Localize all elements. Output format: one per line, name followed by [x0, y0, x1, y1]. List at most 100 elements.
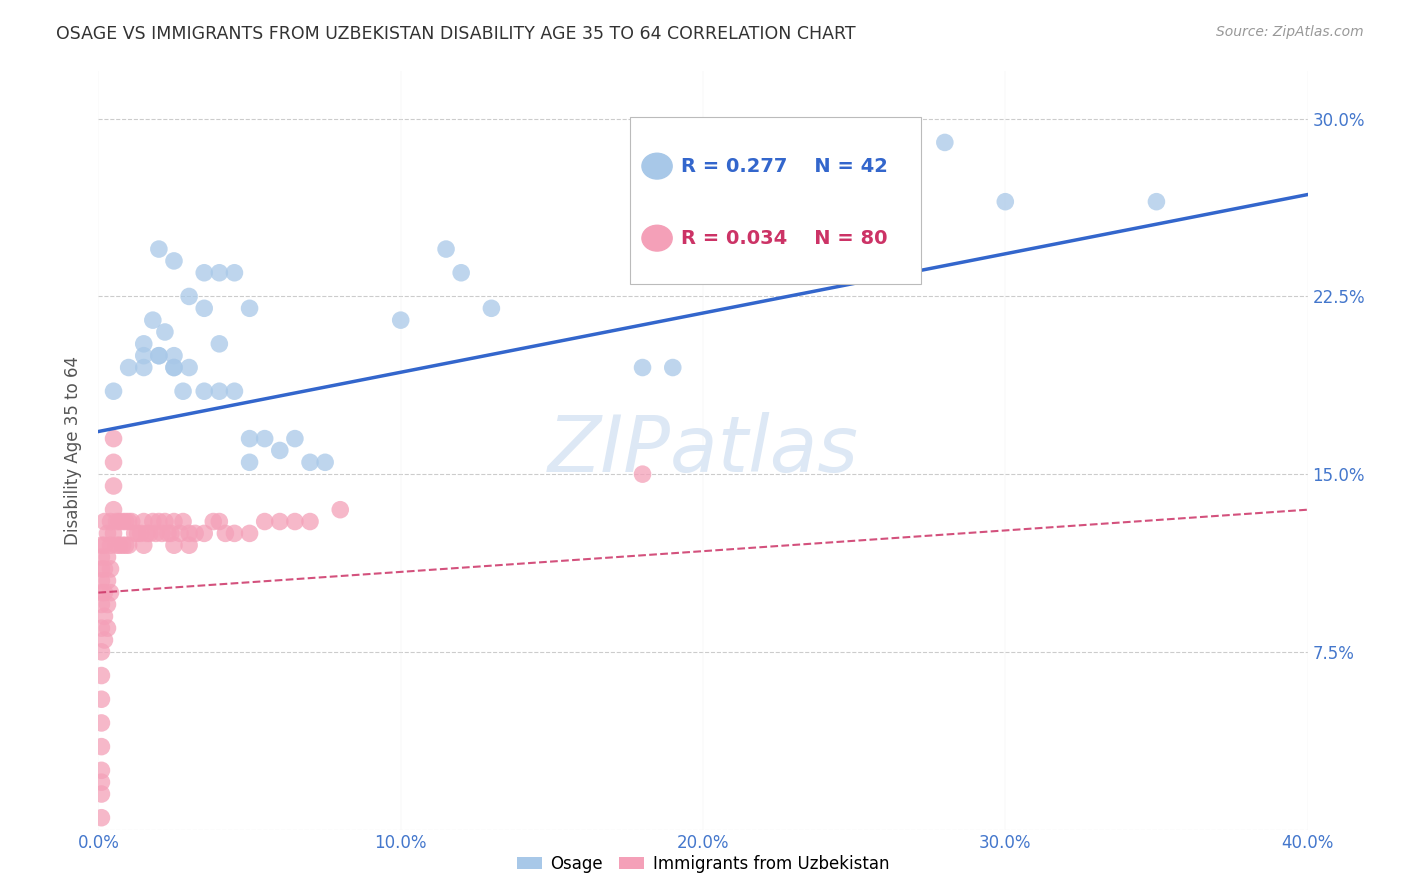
Point: [90, 562, 112, 576]
Point: [93, 633, 115, 648]
Point: [163, 254, 186, 268]
Y-axis label: Disability Age 35 to 64: Disability Age 35 to 64: [65, 356, 83, 545]
Text: OSAGE VS IMMIGRANTS FROM UZBEKISTAN DISABILITY AGE 35 TO 64 CORRELATION CHART: OSAGE VS IMMIGRANTS FROM UZBEKISTAN DISA…: [56, 25, 856, 43]
Point: [631, 360, 654, 375]
Point: [93, 609, 115, 624]
Point: [139, 526, 162, 541]
Point: [111, 538, 134, 552]
Point: [253, 432, 276, 446]
Point: [389, 313, 412, 327]
Point: [202, 515, 225, 529]
Point: [208, 336, 231, 351]
Point: [193, 266, 215, 280]
Point: [90, 668, 112, 682]
Point: [118, 515, 141, 529]
Point: [284, 432, 307, 446]
Point: [103, 384, 125, 399]
Point: [100, 515, 122, 529]
Point: [90, 775, 112, 789]
Point: [90, 550, 112, 565]
Point: [153, 325, 176, 339]
Point: [108, 515, 131, 529]
Point: [179, 360, 201, 375]
Point: [299, 515, 322, 529]
Point: [239, 432, 262, 446]
Point: [481, 301, 503, 316]
Point: [208, 266, 231, 280]
Point: [156, 526, 179, 541]
Point: [90, 787, 112, 801]
Point: [124, 526, 146, 541]
Point: [148, 349, 170, 363]
Point: [239, 526, 262, 541]
Point: [193, 301, 215, 316]
Point: [179, 289, 201, 303]
Point: [132, 360, 155, 375]
Point: [314, 455, 336, 469]
Point: [96, 574, 118, 588]
Point: [172, 384, 194, 399]
Point: [96, 526, 118, 541]
Point: [127, 526, 149, 541]
Ellipse shape: [643, 153, 672, 179]
Point: [253, 515, 276, 529]
Point: [208, 515, 231, 529]
Point: [145, 526, 167, 541]
Point: [100, 562, 122, 576]
Point: [93, 538, 115, 552]
Point: [90, 692, 112, 706]
Point: [93, 515, 115, 529]
Point: [114, 538, 136, 552]
Point: [142, 313, 165, 327]
Point: [142, 515, 165, 529]
Point: [163, 349, 186, 363]
Point: [96, 550, 118, 565]
Point: [284, 515, 307, 529]
Point: [193, 526, 215, 541]
Point: [132, 336, 155, 351]
Point: [90, 621, 112, 635]
Point: [150, 526, 173, 541]
Point: [163, 360, 186, 375]
Point: [329, 502, 352, 516]
Point: [90, 645, 112, 659]
Point: [90, 764, 112, 778]
Point: [93, 562, 115, 576]
Point: [111, 515, 134, 529]
Point: [172, 515, 194, 529]
Text: Source: ZipAtlas.com: Source: ZipAtlas.com: [1216, 25, 1364, 39]
Point: [224, 526, 246, 541]
Point: [934, 136, 956, 150]
Point: [100, 538, 122, 552]
Ellipse shape: [643, 226, 672, 251]
Text: R = 0.277    N = 42: R = 0.277 N = 42: [682, 157, 889, 176]
Point: [661, 360, 683, 375]
Point: [103, 455, 125, 469]
Point: [434, 242, 457, 256]
Point: [193, 384, 215, 399]
Point: [129, 526, 152, 541]
Point: [90, 585, 112, 599]
Point: [108, 538, 131, 552]
Point: [239, 455, 262, 469]
Point: [90, 538, 112, 552]
Point: [132, 515, 155, 529]
Point: [224, 384, 246, 399]
Point: [148, 242, 170, 256]
Point: [121, 515, 143, 529]
Point: [132, 538, 155, 552]
Point: [179, 538, 201, 552]
Point: [224, 266, 246, 280]
Point: [169, 526, 191, 541]
Point: [90, 811, 112, 825]
Point: [153, 515, 176, 529]
Point: [103, 502, 125, 516]
Point: [105, 538, 128, 552]
Point: [184, 526, 207, 541]
Legend: Osage, Immigrants from Uzbekistan: Osage, Immigrants from Uzbekistan: [510, 848, 896, 880]
FancyBboxPatch shape: [630, 117, 921, 284]
Point: [214, 526, 236, 541]
Point: [148, 515, 170, 529]
Point: [118, 360, 141, 375]
Point: [100, 585, 122, 599]
